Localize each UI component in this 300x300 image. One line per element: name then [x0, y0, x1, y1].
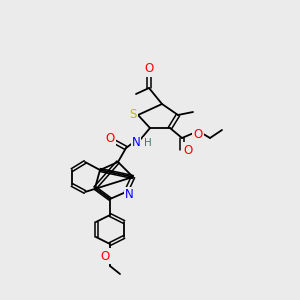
Text: O: O: [183, 143, 193, 157]
Text: O: O: [105, 133, 115, 146]
Text: O: O: [144, 62, 154, 76]
Text: N: N: [124, 188, 134, 202]
Text: N: N: [132, 136, 140, 149]
Text: O: O: [194, 128, 202, 142]
Text: S: S: [129, 109, 137, 122]
Text: O: O: [100, 250, 109, 262]
Text: H: H: [144, 138, 152, 148]
